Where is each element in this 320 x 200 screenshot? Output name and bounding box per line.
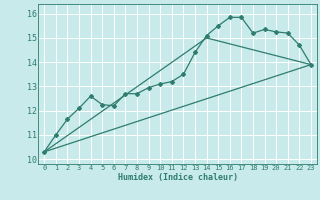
X-axis label: Humidex (Indice chaleur): Humidex (Indice chaleur) [118,173,238,182]
